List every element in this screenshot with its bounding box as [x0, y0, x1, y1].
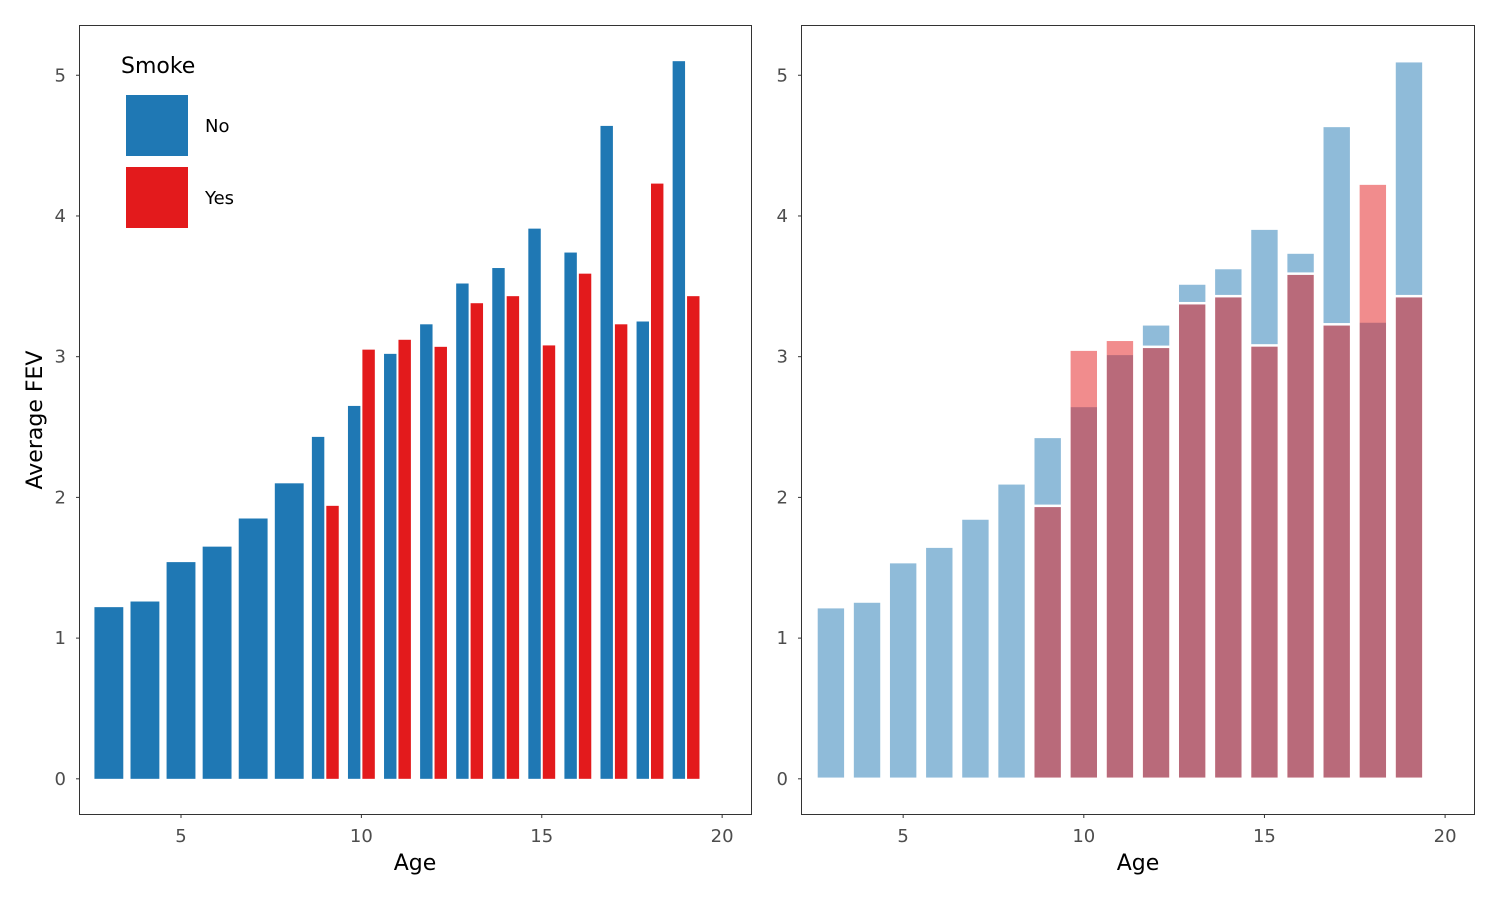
- bar-yes-age-14: [506, 296, 520, 779]
- bar-no-age-15: [528, 228, 541, 779]
- bar-no-age-3: [94, 607, 124, 779]
- x-tick-label: 5: [897, 826, 908, 847]
- y-tick-label: 2: [55, 487, 66, 508]
- panel-border: [79, 25, 752, 815]
- legend-label-no: No: [205, 116, 229, 137]
- legend-key-no: [126, 95, 188, 156]
- x-tick-label: 15: [530, 826, 553, 847]
- bar-no-age-7: [959, 517, 992, 781]
- bar-no-age-4: [851, 600, 883, 781]
- bar-yes-age-17: [614, 324, 628, 779]
- bar-yes-age-15: [1248, 344, 1281, 781]
- bar-no-age-7: [238, 518, 268, 779]
- bar-yes-age-15: [542, 345, 556, 779]
- bar-yes-age-10: [362, 349, 375, 779]
- bars-group: [94, 61, 700, 779]
- bar-yes-age-12: [434, 346, 447, 779]
- bars-group: [815, 59, 1425, 781]
- x-tick-label: 15: [1253, 826, 1276, 847]
- bar-no-age-14: [492, 268, 505, 779]
- bar-yes-age-13: [1176, 301, 1208, 781]
- y-tick-label: 4: [55, 206, 66, 227]
- x-tick-label: 10: [1072, 826, 1095, 847]
- y-tick-label: 1: [55, 628, 66, 649]
- bar-yes-age-11: [1104, 338, 1136, 781]
- bar-yes-age-18: [1357, 182, 1389, 781]
- x-tick-label: 5: [175, 826, 186, 847]
- bar-no-age-12: [420, 324, 433, 779]
- legend-key-yes: [126, 167, 188, 228]
- overlay-bar-chart-panel: Age 5 10 15 20 0 1 2 3 4 5: [777, 25, 1475, 876]
- bar-yes-age-19: [1393, 294, 1425, 781]
- bar-no-age-6: [923, 545, 955, 781]
- y-tick-label: 2: [777, 487, 788, 508]
- bar-yes-age-17: [1321, 323, 1353, 781]
- legend-title: Smoke: [121, 54, 195, 79]
- bar-yes-age-9: [1031, 504, 1064, 781]
- bar-no-age-18: [636, 321, 649, 779]
- axis-ticks-group: 5 10 15 20 0 1 2 3 4 5: [55, 65, 734, 847]
- panel-border: [801, 25, 1475, 815]
- bar-yes-age-16: [1284, 272, 1317, 781]
- bar-no-age-16: [564, 252, 577, 779]
- legend: Smoke No Yes: [121, 54, 234, 228]
- bar-yes-age-14: [1212, 294, 1245, 781]
- y-tick-label: 1: [777, 628, 788, 649]
- bar-no-age-6: [202, 546, 232, 779]
- y-tick-label: 4: [777, 206, 788, 227]
- bar-no-age-5: [166, 562, 196, 779]
- bar-yes-age-12: [1140, 345, 1172, 781]
- bar-no-age-13: [456, 283, 469, 779]
- bar-no-age-8: [995, 482, 1028, 781]
- bar-no-age-3: [815, 605, 847, 781]
- y-tick-label: 0: [55, 769, 66, 790]
- x-axis-title: Age: [394, 851, 437, 876]
- bar-yes-age-9: [326, 505, 339, 779]
- y-tick-label: 3: [55, 347, 66, 368]
- bar-no-age-19: [672, 61, 686, 779]
- bar-yes-age-11: [398, 339, 411, 779]
- bar-no-age-11: [384, 353, 397, 779]
- bar-no-age-10: [347, 405, 361, 779]
- y-tick-label: 5: [777, 65, 788, 86]
- bar-yes-age-13: [470, 303, 484, 779]
- dodged-bar-chart-panel: Average FEV Age 5 10 15 20 0 1 2 3 4 5 Smoke No Y…: [23, 25, 752, 876]
- y-axis-title: Average FEV: [23, 351, 48, 490]
- y-tick-label: 3: [777, 347, 788, 368]
- y-tick-label: 0: [777, 769, 788, 790]
- bar-no-age-5: [887, 560, 919, 781]
- x-tick-label: 20: [1434, 826, 1457, 847]
- bar-yes-age-10: [1068, 348, 1100, 781]
- legend-label-yes: Yes: [204, 188, 234, 209]
- x-tick-label: 10: [350, 826, 373, 847]
- bar-yes-age-16: [578, 273, 592, 779]
- bar-no-age-17: [600, 125, 613, 779]
- x-axis-title: Age: [1117, 851, 1160, 876]
- bar-yes-age-18: [650, 183, 664, 779]
- y-tick-label: 5: [55, 65, 66, 86]
- bar-no-age-9: [311, 436, 325, 779]
- bar-yes-age-19: [687, 296, 700, 779]
- bar-no-age-8: [274, 483, 304, 779]
- bar-no-age-4: [130, 601, 160, 779]
- x-tick-label: 20: [711, 826, 734, 847]
